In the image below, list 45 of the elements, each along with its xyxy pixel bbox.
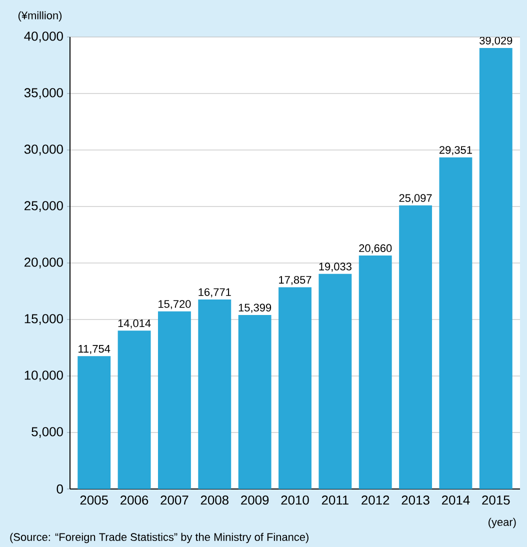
y-axis-title: (¥million) xyxy=(18,11,62,22)
x-tick-label: 2010 xyxy=(281,496,309,505)
data-label: 14,014 xyxy=(118,319,151,328)
x-tick-label: 2008 xyxy=(200,496,228,505)
y-tick-label: 25,000 xyxy=(24,201,63,212)
bar xyxy=(318,274,352,489)
x-tick-label: 2009 xyxy=(241,496,269,505)
y-tick-label: 35,000 xyxy=(24,88,63,99)
bar xyxy=(399,205,432,489)
y-tick-label: 5,000 xyxy=(32,427,63,438)
x-tick-label: 2014 xyxy=(442,496,470,505)
x-tick-label: 2011 xyxy=(322,496,348,505)
y-tick-label: 40,000 xyxy=(24,32,63,42)
text: (Source: “Foreign Trade Statistics” by the Ministry of Finance) xyxy=(10,532,308,544)
bar xyxy=(198,299,232,489)
bar xyxy=(358,256,392,489)
data-label: 25,097 xyxy=(399,194,432,204)
bar xyxy=(78,356,111,489)
data-label: 19,033 xyxy=(319,262,352,272)
x-tick-label: 2012 xyxy=(362,496,390,505)
x-tick-label: 2007 xyxy=(160,496,188,505)
bar xyxy=(278,287,312,489)
data-label: 15,720 xyxy=(158,300,191,310)
data-label: 11,754 xyxy=(78,345,110,354)
x-tick-label: 2013 xyxy=(402,496,430,505)
y-tick-label: 15,000 xyxy=(24,314,63,325)
x-tick-label: 2005 xyxy=(80,496,108,505)
bar xyxy=(479,48,512,489)
data-label: 20,660 xyxy=(359,244,392,254)
data-label: 39,029 xyxy=(480,36,512,46)
y-tick-label: 0 xyxy=(56,484,63,494)
x-axis-title: (year) xyxy=(488,518,516,528)
bar xyxy=(439,157,472,489)
y-tick-label: 20,000 xyxy=(24,258,63,268)
data-label: 16,771 xyxy=(198,288,231,298)
bar xyxy=(238,314,272,489)
data-label: 15,399 xyxy=(238,304,272,313)
y-tick-label: 10,000 xyxy=(24,370,63,382)
data-label: 17,857 xyxy=(279,276,312,286)
bar xyxy=(158,311,191,489)
y-tick-label: 30,000 xyxy=(24,144,63,156)
x-tick-label: 2015 xyxy=(482,496,510,505)
x-tick-label: 2006 xyxy=(120,496,148,505)
data-label: 29,351 xyxy=(440,146,472,156)
bar xyxy=(118,330,151,489)
